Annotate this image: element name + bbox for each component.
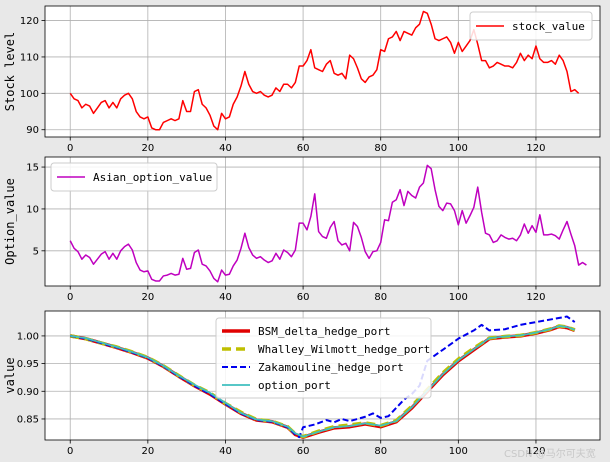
x-tick: 40: [219, 137, 232, 154]
x-tick: 100: [449, 137, 468, 154]
y-tick-label: 120: [20, 16, 39, 27]
y-tick: 110: [20, 52, 45, 63]
y-tick-label: 10: [26, 204, 39, 215]
panel-option-value: 0 20 40 60 80 100 120 5 10 15 Option_value Asian_op…: [3, 156, 601, 303]
legend-label: option_port: [258, 379, 331, 392]
x-tick-label: 20: [141, 446, 154, 457]
series-line-option-port: [70, 325, 576, 438]
panel-hedge-portfolios: 0 20 40 60 80 100 120 0.85 0.90 0.95 1.00 value BSM_…: [3, 310, 601, 457]
y-tick-label: 5: [33, 246, 39, 257]
x-tick-label: 100: [449, 446, 468, 457]
axes-frame: [44, 310, 601, 441]
legend-label: Zakamouline_hedge_port: [258, 361, 404, 374]
legend-label: Whalley_Wilmott_hedge_port: [258, 343, 430, 356]
series-line-asian-option-value: [69, 164, 587, 283]
x-tick-label: 100: [449, 292, 468, 303]
x-tick-label: 80: [374, 446, 387, 457]
legend-label: Asian_option_value: [93, 171, 212, 184]
x-tick: 60: [297, 286, 310, 303]
legend: stock_value: [469, 11, 593, 41]
y-tick: 1.00: [17, 331, 45, 342]
x-tick-label: 40: [219, 446, 232, 457]
x-tick: 80: [374, 440, 387, 457]
x-tick-label: 0: [67, 292, 73, 303]
y-tick: 15: [26, 163, 45, 174]
x-tick-label: 40: [219, 292, 232, 303]
x-tick-label: 80: [374, 143, 387, 154]
x-tick-label: 120: [526, 292, 545, 303]
watermark-text: CSDN @马尔可夫宽: [504, 447, 596, 460]
legend-box: [215, 317, 432, 399]
legend-box: [469, 11, 593, 41]
x-tick-label: 60: [297, 143, 310, 154]
x-tick: 80: [374, 137, 387, 154]
x-tick-label: 40: [219, 143, 232, 154]
y-tick-label: 0.85: [17, 414, 39, 425]
x-tick-label: 0: [67, 446, 73, 457]
x-tick: 120: [526, 440, 546, 457]
x-tick: 100: [449, 286, 468, 303]
y-tick-label: 0.90: [17, 387, 39, 398]
x-tick-label: 80: [374, 292, 387, 303]
y-tick: 0.85: [17, 414, 45, 425]
x-tick: 20: [141, 440, 154, 457]
y-tick-label: 100: [20, 89, 39, 100]
y-tick: 5: [33, 246, 45, 257]
legend: Asian_option_value: [50, 162, 218, 192]
y-tick-label: 110: [20, 52, 39, 63]
legend-box: [50, 162, 218, 192]
axes-frame: [44, 156, 601, 287]
y-tick: 0.95: [17, 359, 45, 370]
x-tick: 40: [219, 440, 232, 457]
x-tick: 40: [219, 286, 232, 303]
y-tick: 100: [20, 89, 45, 100]
x-tick: 80: [374, 286, 387, 303]
y-tick: 120: [20, 16, 45, 27]
x-tick: 0: [67, 440, 73, 457]
y-tick-label: 0.95: [17, 359, 39, 370]
x-tick-label: 100: [449, 143, 468, 154]
y-tick-label: 90: [26, 125, 39, 136]
legend-label: BSM_delta_hedge_port: [258, 325, 390, 338]
y-axis-label: Stock level: [3, 32, 17, 111]
x-tick: 0: [67, 137, 73, 154]
axes-frame: [44, 5, 601, 138]
series-line-stock-value: [69, 10, 580, 131]
x-tick: 60: [297, 137, 310, 154]
y-tick-label: 1.00: [17, 331, 39, 342]
x-tick: 100: [449, 440, 468, 457]
x-tick: 120: [526, 286, 546, 303]
y-axis-label: value: [3, 357, 17, 393]
y-tick: 90: [26, 125, 45, 136]
x-tick: 20: [141, 137, 154, 154]
x-tick-label: 20: [141, 143, 154, 154]
x-tick: 60: [297, 440, 310, 457]
x-tick: 0: [67, 286, 73, 303]
x-tick-label: 0: [67, 143, 73, 154]
legend: BSM_delta_hedge_port Whalley_Wilmott_hedg…: [215, 317, 432, 399]
legend-label: stock_value: [512, 20, 585, 33]
x-tick: 20: [141, 286, 154, 303]
x-tick-label: 120: [526, 446, 545, 457]
x-tick-label: 120: [526, 143, 545, 154]
y-axis-label: Option_value: [3, 178, 17, 265]
x-tick-label: 60: [297, 446, 310, 457]
y-tick: 10: [26, 204, 45, 215]
x-tick-label: 60: [297, 292, 310, 303]
y-tick-label: 15: [26, 163, 39, 174]
x-tick: 120: [526, 137, 546, 154]
x-tick-label: 20: [141, 292, 154, 303]
y-tick: 0.90: [17, 387, 45, 398]
